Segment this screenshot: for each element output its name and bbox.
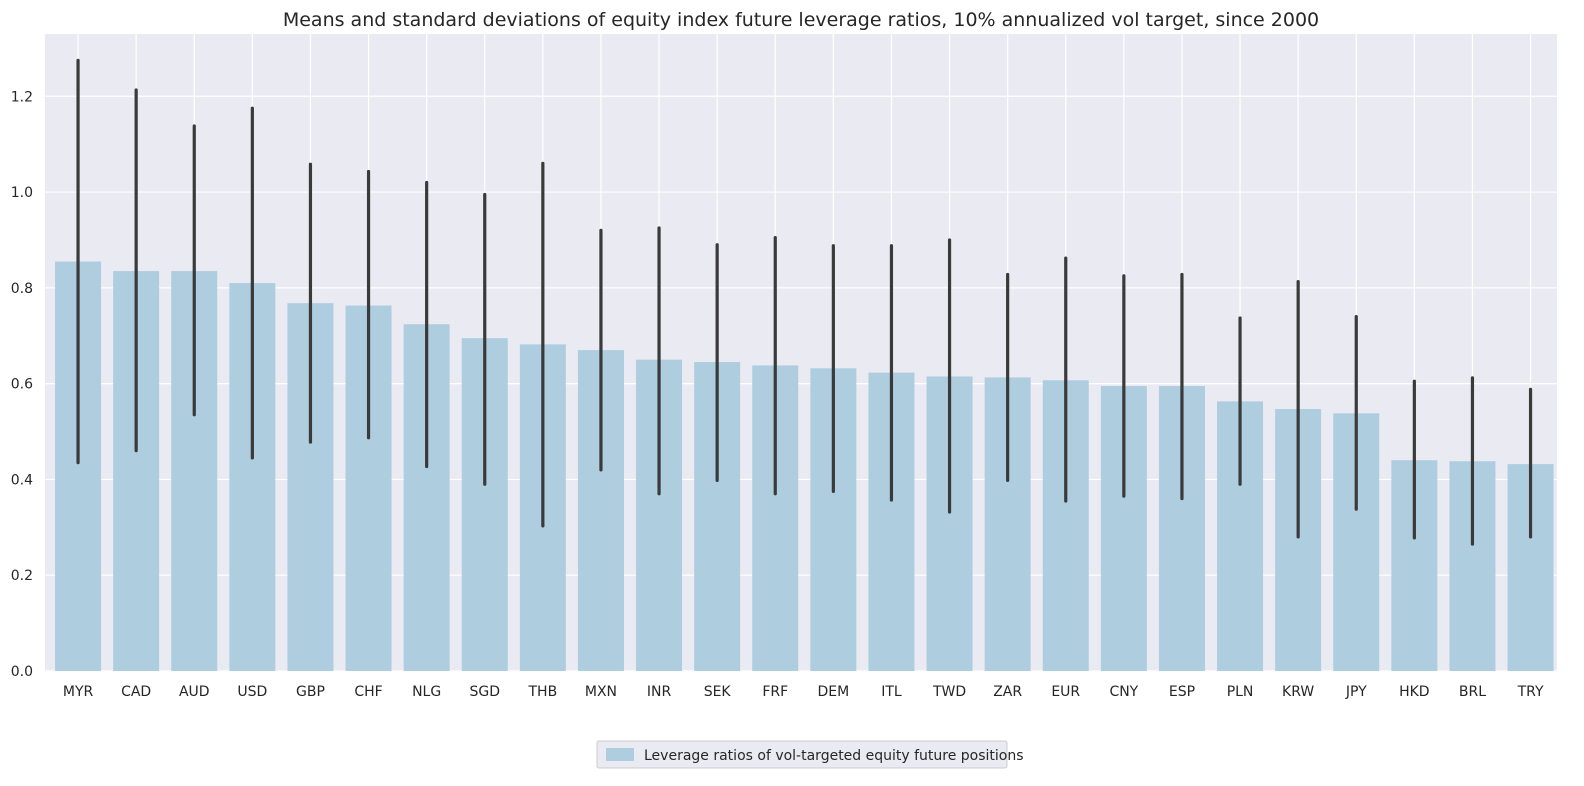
x-tick-label: PLN	[1227, 684, 1254, 700]
legend: Leverage ratios of vol-targeted equity f…	[596, 740, 1024, 769]
x-tick-label: AUD	[179, 684, 210, 700]
x-tick-label: CAD	[121, 684, 151, 700]
x-tick-label: USD	[237, 684, 267, 700]
x-tick-label: ZAR	[993, 684, 1022, 700]
y-tick-label: 1.0	[11, 185, 33, 201]
x-tick-label: ESP	[1169, 684, 1195, 700]
y-axis: 0.0 0.2 0.4 0.6 0.8 1.0 1.2	[11, 89, 33, 680]
error-bars	[76, 58, 1533, 546]
y-tick-label: 0.4	[11, 472, 33, 488]
x-tick-label: MYR	[63, 684, 94, 700]
x-tick-label: EUR	[1051, 684, 1080, 700]
legend-box	[596, 740, 1008, 769]
x-tick-label: ITL	[881, 684, 902, 700]
x-tick-label: TRY	[1517, 684, 1544, 700]
y-tick-label: 0.8	[11, 281, 33, 297]
y-tick-label: 0.6	[11, 377, 33, 393]
x-tick-label: KRW	[1282, 684, 1314, 700]
x-tick-label: INR	[647, 684, 672, 700]
x-tick-label: THB	[528, 684, 558, 700]
x-tick-label: FRF	[762, 684, 788, 700]
legend-label: Leverage ratios of vol-targeted equity f…	[644, 748, 1024, 764]
x-tick-label: TWD	[932, 684, 966, 700]
y-tick-label: 0.0	[11, 664, 33, 680]
x-tick-label: MXN	[585, 684, 617, 700]
chart-title: Means and standard deviations of equity …	[283, 9, 1319, 31]
y-tick-label: 0.2	[11, 568, 33, 584]
x-tick-label: CNY	[1109, 684, 1138, 700]
x-tick-label: SGD	[469, 684, 500, 700]
x-tick-label: CHF	[354, 684, 382, 700]
x-axis: MYR CAD AUD USD GBP CHF NLG SGD THB MXN INR SEK FRF D…	[63, 684, 1544, 700]
x-tick-label: DEM	[817, 684, 849, 700]
x-tick-label: HKD	[1399, 684, 1430, 700]
y-tick-label: 1.2	[11, 89, 33, 105]
x-tick-label: GBP	[296, 684, 325, 700]
x-tick-label: BRL	[1459, 684, 1486, 700]
x-tick-label: SEK	[704, 684, 732, 700]
x-tick-label: NLG	[412, 684, 441, 700]
legend-swatch	[606, 748, 634, 761]
x-tick-label: JPY	[1345, 684, 1367, 700]
